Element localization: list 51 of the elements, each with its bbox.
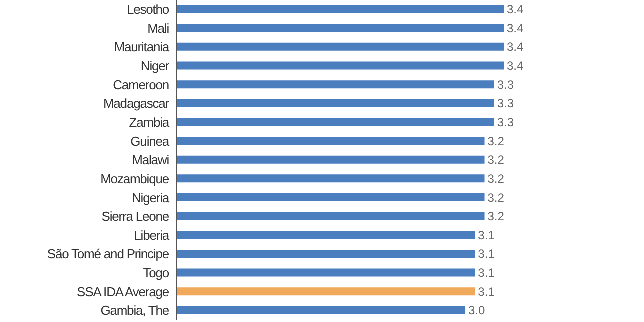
bar xyxy=(177,24,504,32)
bar xyxy=(177,80,494,89)
data-label: 3.4 xyxy=(507,2,524,17)
data-label: 3.2 xyxy=(488,134,505,148)
bar xyxy=(177,250,476,258)
y-tick-label: Liberia xyxy=(134,228,170,243)
y-tick-label: Mali xyxy=(148,20,170,36)
bar xyxy=(177,137,485,146)
y-tick-label: Sierra Leone xyxy=(102,209,170,224)
bar xyxy=(177,62,504,70)
bar xyxy=(177,118,494,126)
data-label: 3.1 xyxy=(478,284,496,299)
y-tick-label: Malawi xyxy=(132,152,170,168)
y-tick-label: Madagascar xyxy=(103,96,170,112)
data-label: 3.3 xyxy=(497,96,514,111)
data-label: 3.1 xyxy=(478,266,496,280)
data-label: 3.2 xyxy=(488,153,505,168)
bar xyxy=(177,306,466,314)
bar xyxy=(177,156,485,164)
data-label: 3.1 xyxy=(478,228,496,242)
y-tick-label: Cameroon xyxy=(113,77,170,92)
data-label: 3.0 xyxy=(468,304,486,318)
y-tick-label: SSA IDA Average xyxy=(77,284,170,300)
y-tick-label: Togo xyxy=(143,266,170,281)
y-tick-label: Gambia, The xyxy=(100,303,170,318)
data-label: 3.4 xyxy=(507,21,524,36)
bar xyxy=(177,231,476,240)
y-tick-label: Nigeria xyxy=(132,190,170,206)
data-label: 3.2 xyxy=(488,172,505,186)
bar xyxy=(177,194,485,202)
data-label: 3.4 xyxy=(507,40,524,54)
bar xyxy=(177,288,476,296)
data-label: 3.1 xyxy=(478,247,496,262)
y-tick-label: Niger xyxy=(140,58,170,74)
bar xyxy=(177,212,485,220)
bar xyxy=(177,42,504,51)
y-tick-label: Mauritania xyxy=(114,40,170,55)
data-label: 3.2 xyxy=(488,210,505,224)
bar xyxy=(177,99,494,108)
data-label: 3.3 xyxy=(497,78,514,92)
data-label: 3.4 xyxy=(507,59,524,73)
y-tick-label: Guinea xyxy=(130,134,170,149)
y-tick-label: Lesotho xyxy=(126,2,170,18)
bar xyxy=(177,268,476,277)
data-label: 3.3 xyxy=(497,115,514,130)
y-tick-label: Zambia xyxy=(129,114,170,130)
y-tick-label: Mozambique xyxy=(100,171,170,186)
bar xyxy=(177,5,504,14)
data-label: 3.2 xyxy=(488,190,505,205)
bar xyxy=(177,174,485,183)
y-tick-label: São Tomé and Principe xyxy=(47,246,170,262)
